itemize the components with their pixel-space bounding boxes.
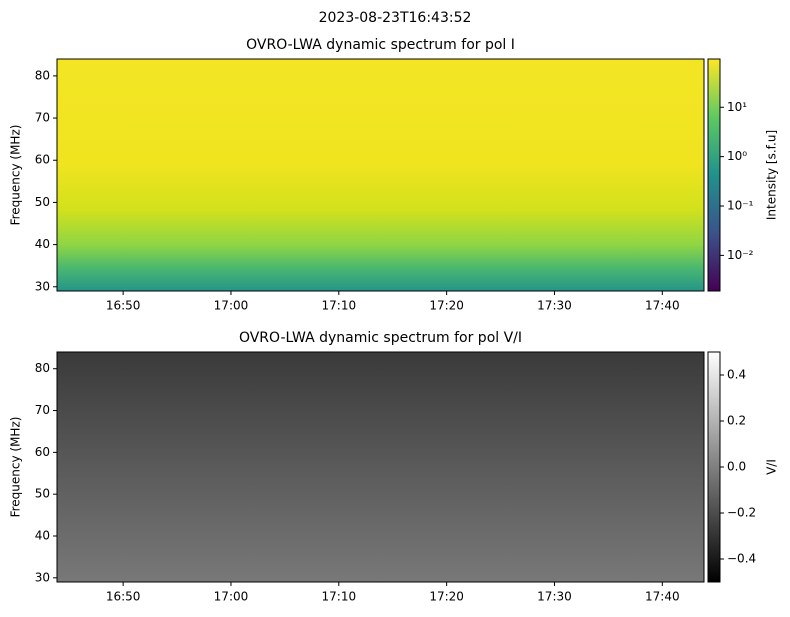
- colorbar-tick-label: 10⁻¹: [727, 199, 754, 213]
- x-tick-label: 17:00: [214, 590, 249, 604]
- x-tick-label: 17:00: [214, 299, 249, 313]
- x-tick-label: 17:40: [645, 299, 680, 313]
- y-tick-label: 70: [35, 403, 50, 417]
- y-tick-label: 80: [35, 68, 50, 82]
- colorbar-label: Intensity [s.f.u]: [765, 130, 779, 220]
- colorbar-tick-label: 10¹: [727, 100, 747, 114]
- colorbar-tick-label: 0.2: [727, 414, 746, 428]
- colorbar-tick-label: −0.4: [727, 552, 756, 566]
- x-tick-label: 17:30: [537, 299, 572, 313]
- figure-title: 2023-08-23T16:43:52: [319, 10, 472, 26]
- colorbar-label: V/I: [765, 459, 779, 475]
- plot-frame: [56, 351, 705, 583]
- y-tick-label: 40: [35, 529, 50, 543]
- panel-title: OVRO-LWA dynamic spectrum for pol I: [246, 37, 515, 53]
- spectrogram-image: [57, 59, 704, 291]
- colorbar-tick-label: 0.4: [727, 368, 746, 382]
- y-axis-label: Frequency (MHz): [9, 417, 23, 518]
- y-tick-label: 50: [35, 487, 50, 501]
- y-tick-label: 30: [35, 279, 50, 293]
- x-tick-label: 16:50: [106, 299, 141, 313]
- y-tick-label: 40: [35, 237, 50, 251]
- y-tick-label: 50: [35, 195, 50, 209]
- x-tick-label: 17:30: [537, 590, 572, 604]
- x-tick-label: 17:10: [322, 299, 357, 313]
- colorbar-tick-label: 10⁻²: [727, 248, 754, 262]
- x-tick-label: 17:40: [645, 590, 680, 604]
- y-tick-label: 70: [35, 111, 50, 125]
- x-tick-label: 16:50: [106, 590, 141, 604]
- y-tick-label: 30: [35, 570, 50, 584]
- colorbar-tick-label: −0.2: [727, 506, 756, 520]
- colorbar: [707, 58, 721, 292]
- spectrogram-image: [57, 352, 704, 582]
- y-axis-label: Frequency (MHz): [9, 125, 23, 226]
- x-tick-label: 17:20: [429, 299, 464, 313]
- y-tick-label: 80: [35, 361, 50, 375]
- y-tick-label: 60: [35, 153, 50, 167]
- plot-frame: [56, 58, 705, 292]
- x-tick-label: 17:20: [429, 590, 464, 604]
- colorbar-tick-label: 10⁰: [727, 149, 747, 163]
- colorbar: [707, 351, 721, 583]
- y-tick-label: 60: [35, 445, 50, 459]
- panel-title: OVRO-LWA dynamic spectrum for pol V/I: [239, 330, 522, 346]
- x-tick-label: 17:10: [322, 590, 357, 604]
- colorbar-tick-label: 0.0: [727, 460, 746, 474]
